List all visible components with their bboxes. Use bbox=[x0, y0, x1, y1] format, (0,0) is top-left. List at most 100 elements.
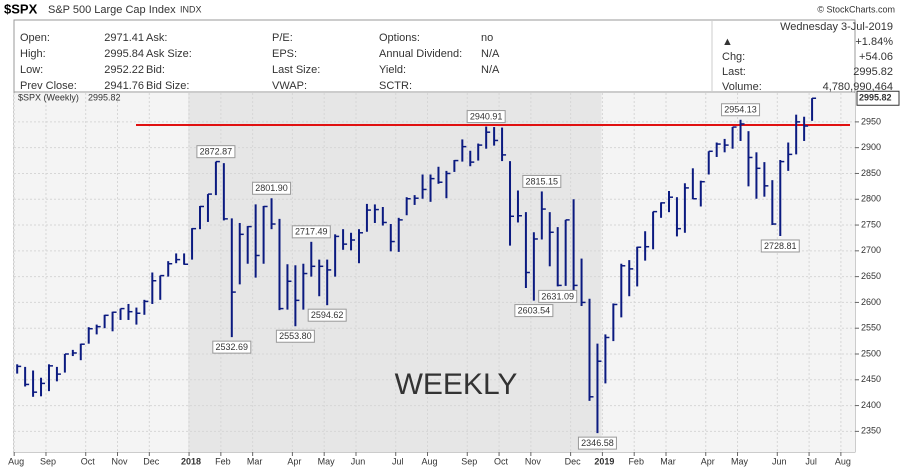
x-tick-label: Mar bbox=[247, 456, 263, 466]
annotation-label: 2594.62 bbox=[311, 310, 344, 320]
annotation-label: 2940.91 bbox=[470, 111, 503, 121]
x-tick-label: Jul bbox=[805, 456, 817, 466]
quote-label: Yield: bbox=[379, 64, 406, 76]
y-tick-label: 2800 bbox=[861, 194, 881, 204]
x-tick-label: May bbox=[318, 456, 336, 466]
x-tick-label: Dec bbox=[143, 456, 160, 466]
quote-label: Volume: bbox=[722, 81, 762, 93]
quote-label: Last Size: bbox=[272, 64, 320, 76]
y-tick-label: 2450 bbox=[861, 374, 881, 384]
quote-value: 2952.22 bbox=[104, 64, 144, 76]
x-tick-label: Jul bbox=[392, 456, 404, 466]
annotation-label: 2872.87 bbox=[200, 147, 233, 157]
quote-label: Chg: bbox=[722, 51, 745, 63]
annotation-box bbox=[760, 239, 800, 253]
annotation-label: 2603.54 bbox=[518, 305, 551, 315]
y-tick-label: 2400 bbox=[861, 400, 881, 410]
quote-value: +54.06 bbox=[859, 51, 893, 63]
annotation-box bbox=[252, 181, 292, 195]
x-tick-label: Aug bbox=[422, 456, 438, 466]
legend-value: 2995.82 bbox=[88, 92, 121, 102]
x-tick-label: 2019 bbox=[594, 456, 614, 466]
x-tick-label: Oct bbox=[81, 456, 96, 466]
x-tick-label: Sep bbox=[461, 456, 477, 466]
quote-value: 2971.41 bbox=[104, 32, 144, 44]
annotation-box bbox=[307, 308, 347, 322]
annotation-label: 2717.49 bbox=[295, 227, 328, 237]
legend: $SPX (Weekly) bbox=[18, 92, 79, 102]
y-tick-label: 2650 bbox=[861, 271, 881, 281]
quote-label: P/E: bbox=[272, 32, 293, 44]
y-tick-label: 2850 bbox=[861, 168, 881, 178]
index-name: S&P 500 Large Cap Index bbox=[48, 4, 176, 16]
quote-label: Open: bbox=[20, 32, 50, 44]
quote-value: N/A bbox=[481, 48, 500, 60]
x-tick-label: Feb bbox=[215, 456, 231, 466]
y-tick-label: 2350 bbox=[861, 426, 881, 436]
exchange: INDX bbox=[180, 4, 202, 14]
x-tick-label: Apr bbox=[287, 456, 301, 466]
symbol: $SPX bbox=[4, 1, 38, 16]
annotation-label: 2815.15 bbox=[526, 176, 559, 186]
shaded-year bbox=[188, 93, 602, 452]
quote-label: Annual Dividend: bbox=[379, 48, 462, 60]
credit: © StockCharts.com bbox=[817, 4, 895, 14]
quote-label: Ask: bbox=[146, 32, 167, 44]
quote-label: Options: bbox=[379, 32, 420, 44]
quote-label: SCTR: bbox=[379, 80, 412, 92]
y-tick-label: 2750 bbox=[861, 219, 881, 229]
x-tick-label: Mar bbox=[660, 456, 676, 466]
x-tick-label: May bbox=[731, 456, 749, 466]
quote-date: Wednesday 3-Jul-2019 bbox=[780, 21, 893, 33]
annotation-box bbox=[196, 145, 236, 159]
annotation-label: 2801.90 bbox=[255, 183, 288, 193]
quote-value: 4,780,990,464 bbox=[823, 81, 893, 93]
quote-value: 2995.84 bbox=[104, 48, 144, 60]
y-tick-label: 2600 bbox=[861, 297, 881, 307]
quote-label: Prev Close: bbox=[20, 80, 77, 92]
last-price: 2995.82 bbox=[859, 93, 892, 103]
x-tick-label: Nov bbox=[525, 456, 542, 466]
quote-value: 2941.76 bbox=[104, 80, 144, 92]
quote-label: EPS: bbox=[272, 48, 297, 60]
x-tick-label: Aug bbox=[8, 456, 24, 466]
quote-value: 2995.82 bbox=[853, 66, 893, 78]
annotation-label: 2553.80 bbox=[279, 331, 312, 341]
annotation-box bbox=[212, 340, 252, 354]
up-arrow: ▲ bbox=[722, 36, 733, 48]
quote-label: High: bbox=[20, 48, 46, 60]
x-tick-label: Apr bbox=[701, 456, 715, 466]
annotation-label: 2728.81 bbox=[764, 241, 797, 251]
x-tick-label: Jun bbox=[772, 456, 787, 466]
annotation-box bbox=[577, 436, 617, 450]
y-tick-label: 2950 bbox=[861, 116, 881, 126]
x-tick-label: 2018 bbox=[181, 456, 201, 466]
x-tick-label: Aug bbox=[835, 456, 851, 466]
x-tick-label: Nov bbox=[112, 456, 129, 466]
change-pct: +1.84% bbox=[855, 36, 893, 48]
annotation-label: 2954.13 bbox=[724, 105, 757, 115]
quote-label: Ask Size: bbox=[146, 48, 192, 60]
x-tick-label: Jun bbox=[351, 456, 366, 466]
y-tick-label: 2500 bbox=[861, 348, 881, 358]
quote-value: N/A bbox=[481, 64, 500, 76]
quote-label: Bid Size: bbox=[146, 80, 189, 92]
annotation-label: 2631.09 bbox=[541, 291, 574, 301]
x-tick-label: Oct bbox=[494, 456, 509, 466]
annotation-box bbox=[275, 329, 315, 343]
annotation-box bbox=[466, 110, 506, 124]
annotation-box bbox=[721, 103, 761, 117]
quote-label: Last: bbox=[722, 66, 746, 78]
y-tick-label: 2900 bbox=[861, 142, 881, 152]
x-tick-label: Feb bbox=[628, 456, 644, 466]
annotation-box bbox=[291, 225, 331, 239]
annotation-label: 2532.69 bbox=[216, 342, 249, 352]
quote-label: VWAP: bbox=[272, 80, 307, 92]
quote-value: no bbox=[481, 32, 493, 44]
x-tick-label: Dec bbox=[565, 456, 582, 466]
annotation-box bbox=[514, 304, 554, 318]
y-tick-label: 2550 bbox=[861, 323, 881, 333]
last-price-box bbox=[856, 90, 900, 106]
annotation-box bbox=[538, 289, 578, 303]
